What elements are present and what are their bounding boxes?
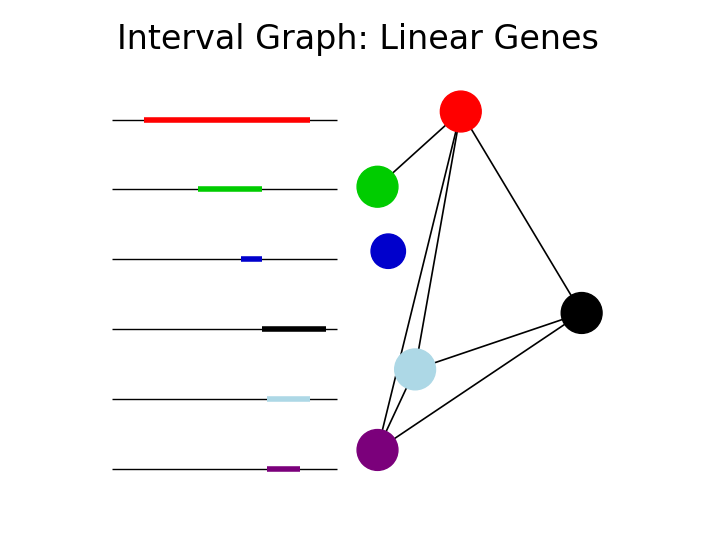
Text: Interval Graph: Linear Genes: Interval Graph: Linear Genes xyxy=(117,23,599,56)
Circle shape xyxy=(357,166,398,207)
Circle shape xyxy=(371,234,405,268)
Circle shape xyxy=(395,349,436,390)
Circle shape xyxy=(357,429,398,470)
Circle shape xyxy=(441,91,481,132)
Circle shape xyxy=(561,293,602,333)
